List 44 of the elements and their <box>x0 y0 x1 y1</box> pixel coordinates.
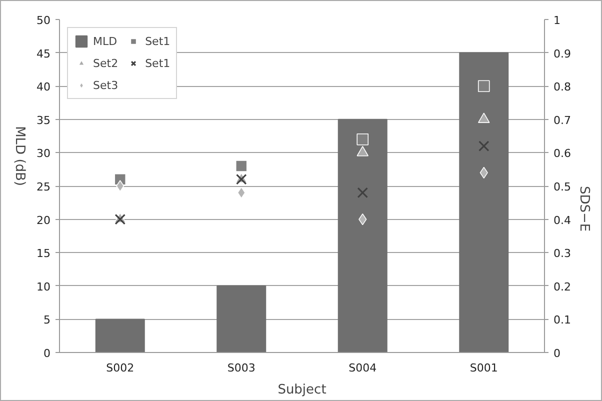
legend-label: Set2 <box>93 56 118 70</box>
bar <box>216 285 266 352</box>
point <box>478 140 490 152</box>
point <box>235 160 248 172</box>
y2-tick-label: 0.6 <box>554 147 571 160</box>
x-tick-label: S002 <box>106 362 134 374</box>
y-tick-label: 50 <box>36 14 51 27</box>
legend-label: Set1 <box>145 34 170 48</box>
y-tick-label: 30 <box>36 147 51 160</box>
y2-tick-label: 0.5 <box>554 180 571 194</box>
y2-tick-label: 0.8 <box>554 80 571 94</box>
y2-tick-label: 0.7 <box>554 114 571 127</box>
y2-tick-label: 0.1 <box>554 314 571 327</box>
y2-tick-label: 0.3 <box>554 247 571 260</box>
legend-label: Set1 <box>145 56 170 70</box>
bar <box>95 318 145 352</box>
y2-tick-label: 0.2 <box>554 280 571 294</box>
y2-tick-label: 0.9 <box>554 47 571 60</box>
y-tick-label: 25 <box>36 180 51 194</box>
y-tick-label: 0 <box>44 347 50 360</box>
x-tick-label: S003 <box>227 362 256 374</box>
bar <box>338 118 388 352</box>
y-tick-label: 10 <box>36 280 51 294</box>
y-tick-label: 45 <box>36 47 51 60</box>
y-tick-label: 15 <box>36 247 51 260</box>
y-tick-label: 20 <box>36 214 51 227</box>
point <box>356 133 369 146</box>
y-tick-label: 35 <box>36 114 51 127</box>
x-axis-title: Subject <box>278 382 326 398</box>
y2-axis-title: SDS−E <box>576 186 592 232</box>
bar <box>459 52 509 352</box>
y-tick-label: 5 <box>44 314 50 327</box>
x-tick-label: S001 <box>470 362 498 374</box>
y2-tick-label: 1 <box>554 14 560 27</box>
y-tick-label: 40 <box>36 80 51 94</box>
point <box>357 187 368 198</box>
x-tick-label: S004 <box>348 362 377 374</box>
point <box>116 180 124 192</box>
point <box>478 80 490 92</box>
y2-tick-label: 0.4 <box>554 214 571 227</box>
y2-tick-label: 0 <box>554 347 560 360</box>
legend-label: Set3 <box>93 78 118 92</box>
y-axis-title: MLD (dB) <box>12 126 28 186</box>
legend-label: MLD <box>93 34 118 48</box>
